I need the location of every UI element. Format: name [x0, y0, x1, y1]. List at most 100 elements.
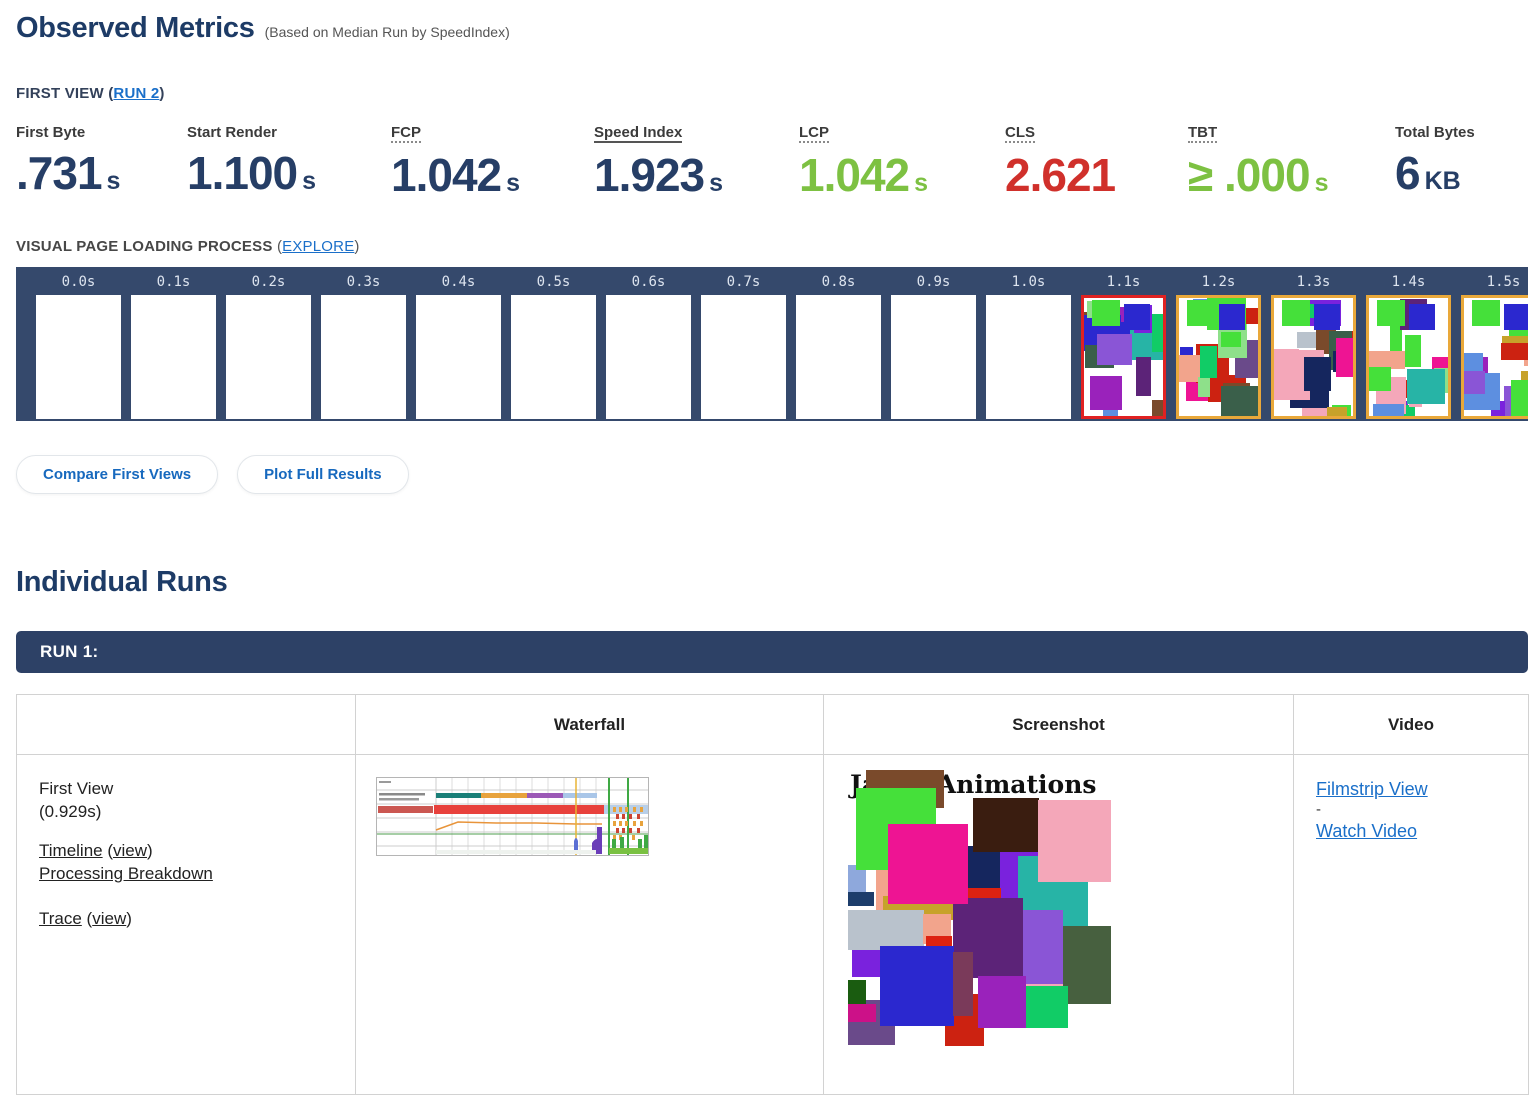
filmstrip[interactable]: 0.0s 0.1s 0.2s 0.3s 0.4s 0.5s 0.6s 0.7s 0.8s 0.9s…	[16, 267, 1528, 421]
frame-thumbnail[interactable]	[1081, 295, 1166, 419]
metric-label[interactable]: TBT	[1188, 124, 1218, 143]
page-subtitle: (Based on Median Run by SpeedIndex)	[264, 24, 510, 40]
metric-label[interactable]: Speed Index	[594, 124, 683, 143]
run-info-cell: First View (0.929s) Timeline (view) Proc…	[16, 754, 356, 1095]
metric-start-render: Start Render 1.100 s	[187, 124, 391, 196]
frame-time-label: 0.9s	[916, 274, 951, 290]
filmstrip-frame-0.3s: 0.3s	[321, 273, 406, 419]
collage-rect	[1314, 304, 1340, 330]
metric-total-bytes: Total Bytes 6 KB	[1395, 124, 1535, 196]
frame-thumbnail[interactable]	[986, 295, 1071, 419]
collage-rect	[1200, 345, 1218, 379]
metric-tbt: TBT ≥ .000 s	[1188, 124, 1395, 198]
metric-label[interactable]: CLS	[1005, 124, 1035, 143]
metric-value: 1.923 s	[594, 149, 724, 201]
collage-rect	[978, 976, 1026, 1028]
timeline-line: Timeline (view)	[39, 841, 153, 860]
collage-rect	[1369, 366, 1391, 391]
frame-thumbnail[interactable]	[891, 295, 976, 419]
collage-rect	[1096, 334, 1132, 366]
collage-rect	[1303, 357, 1331, 392]
metric-value: 1.042 s	[391, 149, 521, 201]
metric-first-byte: First Byte .731 s	[16, 124, 187, 196]
frame-time-label: 0.2s	[251, 274, 286, 290]
frame-thumbnail[interactable]	[226, 295, 311, 419]
collage-rect	[926, 936, 952, 946]
plot-full-results-button[interactable]: Plot Full Results	[237, 455, 409, 494]
run1-header-bar: RUN 1:	[16, 631, 1528, 673]
timeline-view-link[interactable]: view	[113, 841, 148, 860]
collage-rect	[1187, 300, 1215, 326]
filmstrip-frame-1.4s: 1.4s	[1366, 273, 1451, 419]
first-view-line: FIRST VIEW (RUN 2)	[16, 85, 165, 102]
frame-time-label: 0.3s	[346, 274, 381, 290]
trace-link[interactable]: Trace	[39, 909, 82, 928]
page: Observed Metrics (Based on Median Run by…	[0, 12, 1536, 1095]
compare-first-views-button[interactable]: Compare First Views	[16, 455, 219, 494]
frame-thumbnail[interactable]	[1176, 295, 1261, 419]
collage-rect	[1274, 360, 1310, 401]
collage-rect	[1151, 399, 1163, 416]
filmstrip-label: VISUAL PAGE LOADING PROCESS	[16, 238, 273, 255]
waterfall-thumbnail[interactable]	[376, 777, 649, 856]
table-header-row: Waterfall Screenshot Video	[16, 694, 1529, 755]
frame-thumbnail[interactable]	[131, 295, 216, 419]
frame-thumbnail[interactable]	[701, 295, 786, 419]
individual-runs-heading: Individual Runs	[16, 566, 228, 598]
collage-rect	[1373, 403, 1404, 416]
collage-rect	[1092, 300, 1120, 326]
collage-rect	[1151, 314, 1163, 353]
run1-results-table: Waterfall Screenshot Video First View (0…	[16, 694, 1529, 1095]
metric-value: 1.100 s	[187, 147, 317, 199]
frame-thumbnail[interactable]	[321, 295, 406, 419]
frame-thumbnail[interactable]	[1366, 295, 1451, 419]
frame-time-label: 1.3s	[1296, 274, 1331, 290]
frame-time-label: 1.4s	[1391, 274, 1426, 290]
trace-view-link[interactable]: view	[92, 909, 127, 928]
frame-thumbnail[interactable]	[1461, 295, 1528, 419]
watch-video-link[interactable]: Watch Video	[1316, 821, 1418, 841]
filmstrip-frame-0.1s: 0.1s	[131, 273, 216, 419]
collage-rect	[1219, 304, 1245, 330]
timeline-link[interactable]: Timeline	[39, 841, 103, 860]
collage-rect	[880, 946, 954, 1026]
frame-time-label: 1.5s	[1486, 274, 1521, 290]
frame-time-label: 0.5s	[536, 274, 571, 290]
first-view-time: (0.929s)	[39, 802, 102, 821]
filmstrip-frame-0.6s: 0.6s	[606, 273, 691, 419]
frame-thumbnail[interactable]	[796, 295, 881, 419]
collage-rect	[1404, 335, 1422, 368]
explore-link[interactable]: EXPLORE	[282, 238, 355, 255]
video-cell: Filmstrip View - Watch Video	[1293, 754, 1529, 1095]
metric-label[interactable]: LCP	[799, 124, 829, 143]
frame-thumbnail[interactable]	[606, 295, 691, 419]
page-screenshot[interactable]: Janky Animations	[848, 770, 1111, 1050]
processing-breakdown-link[interactable]: Processing Breakdown	[39, 864, 213, 883]
filmstrip-frame-0.5s: 0.5s	[511, 273, 596, 419]
collage-rect	[1464, 371, 1486, 394]
frame-thumbnail[interactable]	[1271, 295, 1356, 419]
collage-rect	[1511, 380, 1528, 416]
collage-rect	[1335, 337, 1353, 378]
collage-rect	[1026, 986, 1068, 1028]
metric-speed-index: Speed Index 1.923 s	[594, 124, 799, 198]
filmstrip-view-link[interactable]: Filmstrip View	[1316, 779, 1428, 799]
metric-label[interactable]: FCP	[391, 124, 421, 143]
collage-rect	[888, 824, 968, 904]
empty-header-cell	[16, 694, 356, 755]
collage-rect	[1432, 357, 1448, 371]
frame-thumbnail[interactable]	[36, 295, 121, 419]
metric-value: .731 s	[16, 147, 121, 199]
filmstrip-frame-0.8s: 0.8s	[796, 273, 881, 419]
frame-thumbnail[interactable]	[416, 295, 501, 419]
collage-rect	[1038, 800, 1111, 882]
filmstrip-frame-1.1s: 1.1s	[1081, 273, 1166, 419]
frame-time-label: 1.0s	[1011, 274, 1046, 290]
frame-thumbnail[interactable]	[511, 295, 596, 419]
frame-time-label: 0.7s	[726, 274, 761, 290]
collage-rect	[1124, 304, 1150, 330]
frame-time-label: 1.2s	[1201, 274, 1236, 290]
collage-rect	[1179, 354, 1201, 382]
collage-rect	[1369, 351, 1405, 369]
run2-link[interactable]: RUN 2	[113, 85, 160, 102]
